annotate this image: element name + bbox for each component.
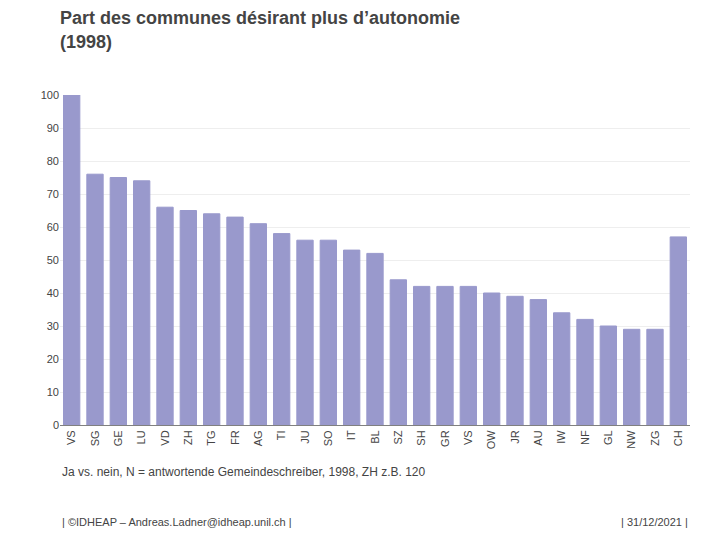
- svg-text:IW: IW: [555, 430, 567, 444]
- svg-text:Part des communes désirant plu: Part des communes désirant plus d’autono…: [60, 8, 460, 51]
- svg-text:CH: CH: [672, 430, 684, 446]
- svg-text:GL: GL: [602, 430, 614, 445]
- svg-text:SG: SG: [89, 430, 101, 446]
- svg-text:TG: TG: [205, 430, 217, 445]
- svg-text:70: 70: [47, 188, 59, 200]
- svg-text:20: 20: [47, 353, 59, 365]
- svg-text:VS: VS: [462, 430, 474, 445]
- svg-text:JU: JU: [299, 430, 311, 444]
- svg-text:GR: GR: [439, 430, 451, 447]
- svg-text:AU: AU: [532, 430, 544, 445]
- svg-text:80: 80: [47, 155, 59, 167]
- svg-text:IT: IT: [345, 430, 357, 440]
- svg-text:GE: GE: [112, 430, 124, 446]
- svg-text:VD: VD: [159, 430, 171, 445]
- svg-text:100: 100: [41, 89, 59, 101]
- svg-text:| ©IDHEAP – Andreas.Ladner@idh: | ©IDHEAP – Andreas.Ladner@idheap.unil.c…: [62, 516, 292, 528]
- svg-text:10: 10: [47, 386, 59, 398]
- svg-text:FR: FR: [229, 430, 241, 445]
- svg-text:90: 90: [47, 122, 59, 134]
- svg-text:LU: LU: [135, 430, 147, 444]
- svg-text:NF: NF: [579, 430, 591, 445]
- svg-text:NW: NW: [625, 430, 637, 449]
- svg-text:ZH: ZH: [182, 430, 194, 445]
- svg-text:40: 40: [47, 287, 59, 299]
- svg-text:SZ: SZ: [392, 430, 404, 444]
- svg-text:50: 50: [47, 254, 59, 266]
- svg-text:SO: SO: [322, 430, 334, 446]
- svg-text:0: 0: [53, 419, 59, 431]
- svg-text:60: 60: [47, 221, 59, 233]
- svg-text:30: 30: [47, 320, 59, 332]
- svg-text:| 31/12/2021 |: | 31/12/2021 |: [621, 516, 688, 528]
- svg-text:JR: JR: [509, 430, 521, 444]
- svg-text:SH: SH: [415, 430, 427, 445]
- svg-text:TI: TI: [275, 430, 287, 440]
- svg-text:AG: AG: [252, 430, 264, 446]
- svg-text:VS: VS: [65, 430, 77, 445]
- svg-text:ZG: ZG: [649, 430, 661, 445]
- svg-text:OW: OW: [485, 430, 497, 450]
- svg-text:Ja vs. nein, N = antwortende G: Ja vs. nein, N = antwortende Gemeindesch…: [62, 465, 426, 479]
- svg-text:BL: BL: [369, 430, 381, 443]
